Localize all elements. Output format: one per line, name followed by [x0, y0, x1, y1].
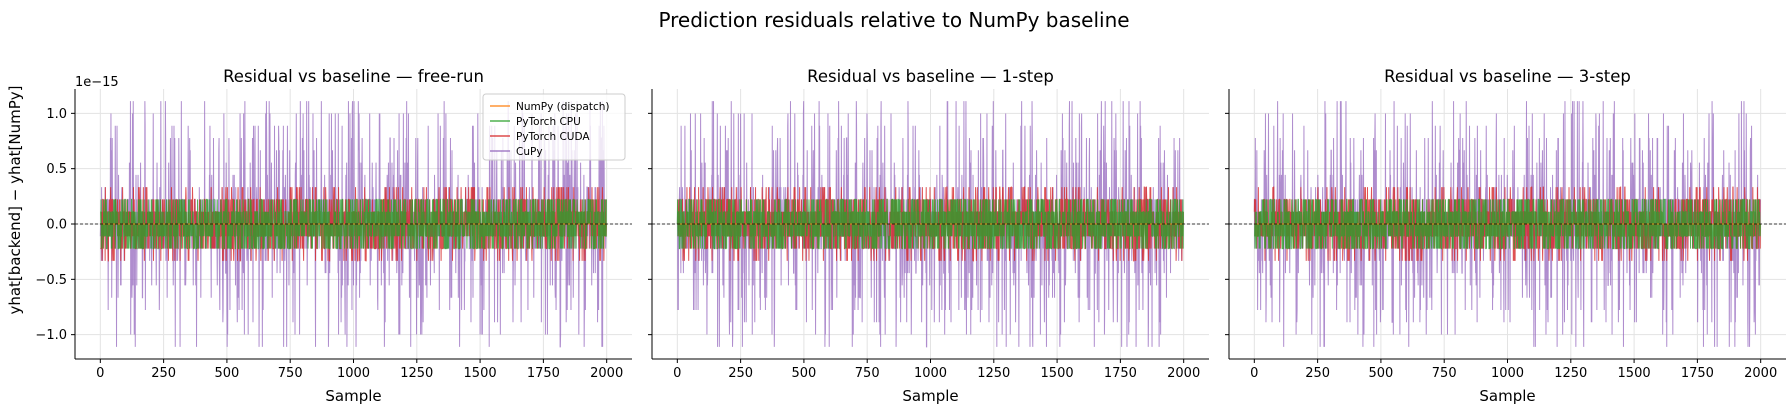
x-tick-label: 1500 [1041, 366, 1074, 381]
x-tick-label: 250 [728, 366, 753, 381]
panel-title: Residual vs baseline — free-run [223, 67, 484, 86]
x-tick-label: 2000 [1744, 366, 1777, 381]
x-tick-label: 1750 [1681, 366, 1714, 381]
x-tick-label: 2000 [590, 366, 623, 381]
chart-panel-1: 0 250 500 750 1000 1250 1500 1750 2000 −1.0 −0.5 0.… [35, 67, 632, 405]
figure-suptitle: Prediction residuals relative to NumPy b… [658, 8, 1129, 32]
x-tick-label: 1750 [1104, 366, 1137, 381]
y-tick-label: −1.0 [35, 328, 67, 343]
y-axis-offset-label: 1e−15 [75, 75, 119, 90]
legend-label: CuPy [516, 146, 543, 158]
chart-panel-3: 0 250 500 750 1000 1250 1500 1750 2000 Residual v… [1225, 67, 1786, 405]
x-axis-label: Sample [902, 387, 958, 405]
legend-frame [482, 93, 626, 161]
legend-label: PyTorch CPU [516, 116, 581, 128]
y-axis-label: yhat[backend] − yhat[NumPy] [6, 85, 24, 314]
panel-title: Residual vs baseline — 3-step [1384, 67, 1631, 86]
y-tick-label: 1.0 [46, 107, 67, 122]
chart-panel-2: 0 250 500 750 1000 1250 1500 1750 2000 Residual v… [648, 67, 1209, 405]
x-tick-label: 1500 [1618, 366, 1651, 381]
x-tick-label: 1000 [914, 366, 947, 381]
y-tick-label: 0.5 [46, 162, 67, 177]
x-tick-label: 0 [96, 366, 104, 381]
series-line-pytorch-cpu [676, 198, 1184, 250]
legend: NumPy (dispatch) PyTorch CPU PyTorch CUDA C… [482, 93, 626, 161]
x-tick-label: 750 [855, 366, 880, 381]
x-axis-label: Sample [325, 387, 381, 405]
x-tick-label: 250 [1305, 366, 1330, 381]
x-tick-label: 1750 [527, 366, 560, 381]
panel-title: Residual vs baseline — 1-step [807, 67, 1054, 86]
x-tick-label: 750 [1432, 366, 1457, 381]
legend-label: NumPy (dispatch) [516, 101, 610, 113]
x-axis-label: Sample [1479, 387, 1535, 405]
x-tick-label: 500 [214, 366, 239, 381]
y-tick-label: −0.5 [35, 273, 67, 288]
x-tick-label: 1250 [400, 366, 433, 381]
x-tick-label: 0 [673, 366, 681, 381]
x-tick-label: 1500 [464, 366, 497, 381]
x-tick-label: 500 [791, 366, 816, 381]
x-tick-label: 1000 [1491, 366, 1524, 381]
x-tick-label: 1000 [337, 366, 370, 381]
x-tick-label: 1250 [977, 366, 1010, 381]
x-tick-label: 250 [151, 366, 176, 381]
y-tick-label: 0.0 [46, 218, 67, 233]
x-tick-label: 750 [278, 366, 303, 381]
x-tick-label: 2000 [1167, 366, 1200, 381]
legend-label: PyTorch CUDA [516, 131, 590, 143]
series-line-pytorch-cpu [100, 198, 607, 250]
x-tick-label: 1250 [1554, 366, 1587, 381]
x-tick-label: 0 [1250, 366, 1258, 381]
x-tick-label: 500 [1368, 366, 1393, 381]
